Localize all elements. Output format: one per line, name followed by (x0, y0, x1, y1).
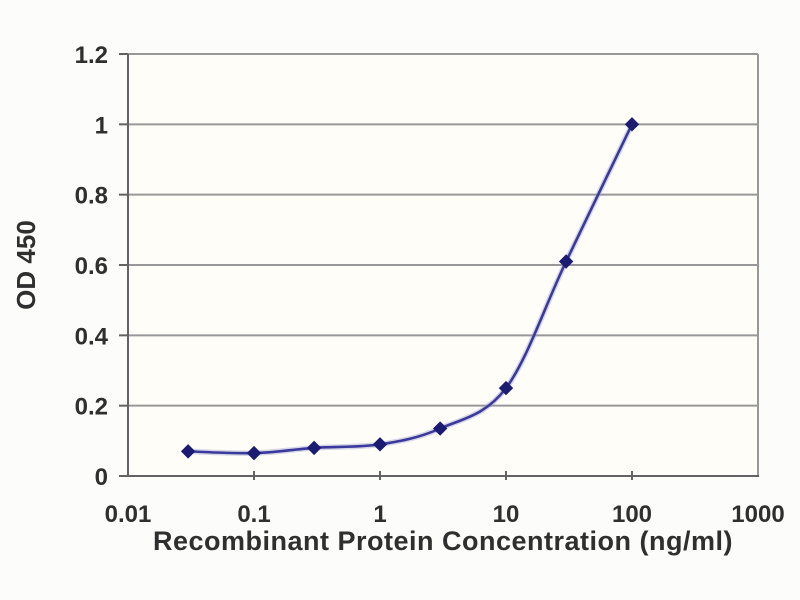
data-point-marker (432, 421, 448, 436)
data-point-marker (498, 380, 514, 396)
data-point-marker (558, 254, 574, 269)
y-tick-label: 0.4 (75, 323, 109, 350)
y-tick-label: 0.8 (75, 183, 108, 210)
x-tick-label: 100 (612, 501, 652, 528)
data-point-marker (624, 117, 640, 132)
data-point-marker (372, 437, 388, 452)
y-tick-label: 0 (95, 464, 108, 491)
data-point-marker (246, 445, 262, 461)
x-tick-label: 0.01 (105, 501, 152, 528)
y-axis-title: OD 450 (11, 220, 41, 310)
y-tick-label: 0.6 (75, 253, 108, 280)
data-point-marker (306, 440, 322, 456)
x-tick-label: 0.1 (237, 501, 270, 528)
x-tick-label: 1 (373, 501, 386, 528)
x-tick-label: 1000 (731, 501, 784, 528)
y-tick-label: 0.2 (75, 394, 108, 421)
x-tick-label: 10 (493, 501, 520, 528)
data-point-marker (180, 444, 196, 459)
y-tick-label: 1 (95, 112, 108, 139)
y-tick-label: 1.2 (75, 42, 108, 69)
x-axis-title: Recombinant Protein Concentration (ng/ml… (152, 526, 733, 556)
